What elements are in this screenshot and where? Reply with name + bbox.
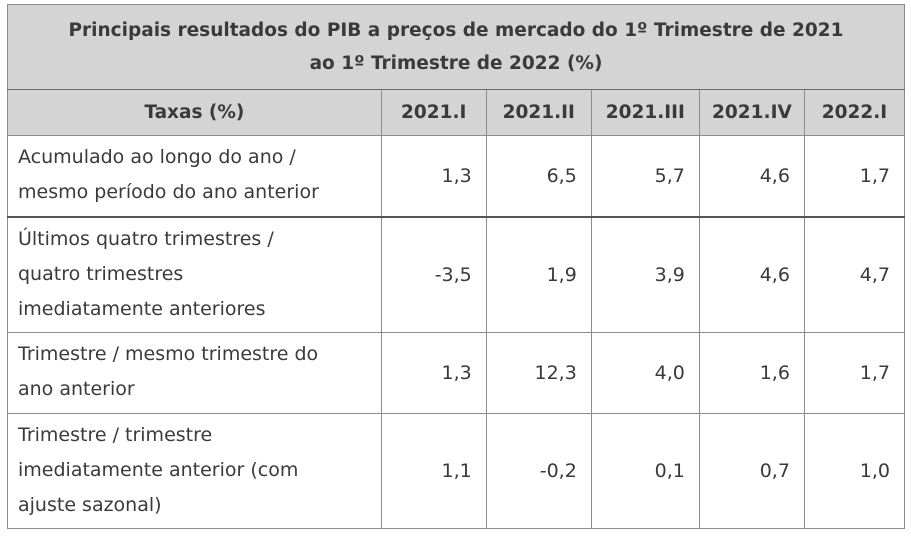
table-cell: 1,7 [803,135,906,218]
row-label-line: quatro trimestres [18,262,184,285]
table-cell: 1,7 [803,332,906,414]
table-cell: 1,1 [380,413,487,529]
table-cell: -0,2 [485,413,592,529]
row-label-line: ajuste sazonal) [18,493,162,516]
row-label-quarter-same-quarter: Trimestre / mesmo trimestre do ano anter… [7,332,382,414]
table-row: Últimos quatro trimestres / quatro trime… [7,216,906,333]
row-label-line: ano anterior [18,378,135,400]
gdp-results-table-container: Principais resultados do PIB a preços de… [7,4,906,529]
table-cell: 0,1 [590,413,700,529]
table-title: Principais resultados do PIB a preços de… [7,4,905,90]
table-cell: 4,0 [590,332,700,414]
table-cell: 1,3 [380,135,487,218]
row-label-line: imediatamente anteriores [18,297,266,320]
header-2021-ii: 2021.II [485,89,592,136]
table-header-row: Taxas (%) 2021.I 2021.II 2021.III 2021.I… [7,89,906,136]
row-label-quarter-previous-quarter: Trimestre / trimestre imediatamente ante… [7,413,382,529]
table-cell: 0,7 [698,413,805,529]
header-2021-iii: 2021.III [590,89,700,136]
row-label-line: Últimos quatro trimestres / [18,227,274,250]
table-cell: 12,3 [485,332,592,414]
table-cell: 1,9 [485,216,592,333]
row-label-last-four-quarters: Últimos quatro trimestres / quatro trime… [7,216,382,333]
row-label-accumulated: Acumulado ao longo do ano / mesmo períod… [7,135,382,218]
table-cell: -3,5 [380,216,487,333]
header-2021-i: 2021.I [380,89,487,136]
table-cell: 1,3 [380,332,487,414]
row-label-line: Trimestre / trimestre [18,423,213,446]
gdp-results-table: Principais resultados do PIB a preços de… [7,4,906,529]
table-cell: 4,6 [698,216,805,333]
table-cell: 5,7 [590,135,700,218]
row-label-line: Acumulado ao longo do ano / [18,146,296,168]
table-row: Acumulado ao longo do ano / mesmo períod… [7,135,906,218]
table-cell: 4,7 [803,216,906,333]
table-cell: 6,5 [485,135,592,218]
row-label-line: mesmo período do ano anterior [18,181,319,203]
header-2022-i: 2022.I [803,89,906,136]
table-cell: 1,0 [803,413,906,529]
table-title-line-2: ao 1º Trimestre de 2022 (%) [309,53,603,74]
table-cell: 4,6 [698,135,805,218]
header-taxas: Taxas (%) [7,89,382,136]
row-label-line: imediatamente anterior (com [18,458,299,481]
table-row: Trimestre / mesmo trimestre do ano anter… [7,332,906,414]
header-2021-iv: 2021.IV [698,89,805,136]
table-cell: 1,6 [698,332,805,414]
table-row: Trimestre / trimestre imediatamente ante… [7,413,906,529]
table-cell: 3,9 [590,216,700,333]
table-title-line-1: Principais resultados do PIB a preços de… [68,20,844,41]
row-label-line: Trimestre / mesmo trimestre do [18,343,319,365]
